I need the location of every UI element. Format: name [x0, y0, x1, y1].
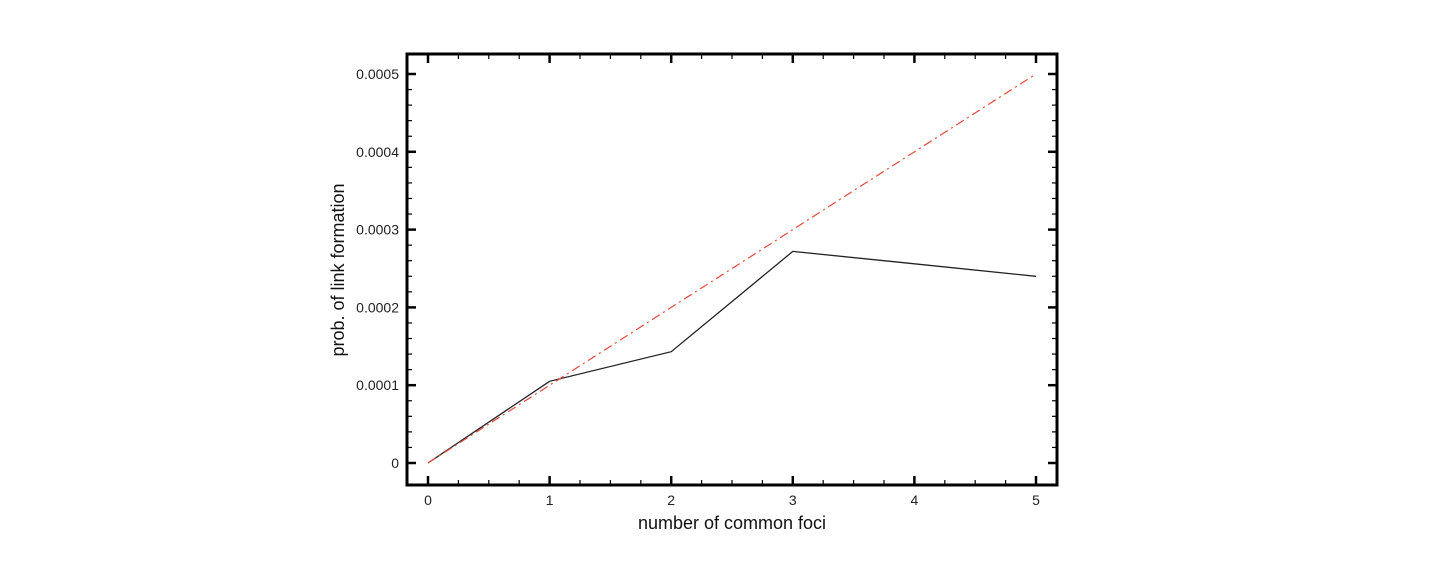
- y-tick-label: 0.0001: [356, 377, 399, 393]
- y-tick-label: 0.0005: [356, 66, 399, 82]
- x-tick-label: 1: [546, 492, 554, 508]
- x-tick-label: 3: [789, 492, 797, 508]
- y-tick-label: 0: [391, 455, 399, 471]
- x-axis-label: number of common foci: [638, 513, 826, 533]
- x-tick-label: 0: [424, 492, 432, 508]
- y-tick-label: 0.0003: [356, 222, 399, 238]
- series-layer: [427, 73, 1037, 464]
- plot-area-border: [405, 52, 1059, 487]
- x-tick-labels: 0 1 2 3 4 5: [424, 492, 1040, 508]
- observed-line: [427, 250, 1037, 464]
- reference-line: [427, 73, 1037, 464]
- plot-frame: [405, 52, 1059, 487]
- x-tick-label: 5: [1032, 492, 1040, 508]
- x-tick-label: 2: [667, 492, 675, 508]
- y-tick-labels: 0 0.0001 0.0002 0.0003 0.0004 0.0005: [356, 66, 399, 471]
- major-ticks: [407, 54, 1057, 485]
- y-tick-label: 0.0002: [356, 299, 399, 315]
- y-tick-label: 0.0004: [356, 144, 399, 160]
- minor-ticks: [407, 54, 1057, 485]
- y-axis-label: prob. of link formation: [328, 183, 348, 356]
- x-tick-label: 4: [911, 492, 919, 508]
